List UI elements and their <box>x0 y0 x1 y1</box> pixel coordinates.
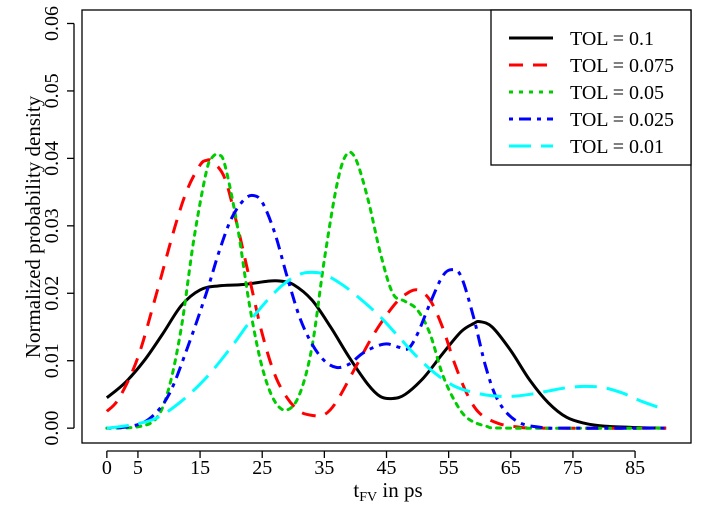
plot-box <box>81 9 692 444</box>
x-axis-label-subscript: FV <box>359 490 377 505</box>
x-axis-label-main: t <box>353 478 359 502</box>
x-tick-label: 75 <box>563 457 583 479</box>
x-tick-label: 45 <box>377 457 397 479</box>
y-tick-label: 0.03 <box>41 208 63 243</box>
x-axis-label: tFV in ps <box>353 478 422 505</box>
legend-label-3: TOL = 0.05 <box>570 82 664 104</box>
x-tick-label: 0 <box>102 457 112 479</box>
x-tick-label: 25 <box>252 457 272 479</box>
legend-label-1: TOL = 0.1 <box>570 28 654 50</box>
y-tick-label: 0.02 <box>41 276 63 311</box>
y-tick-label: 0.04 <box>41 141 63 176</box>
x-tick-label: 5 <box>133 457 143 479</box>
y-tick-label: 0.01 <box>41 343 63 378</box>
y-axis-label: Normalized probability density <box>21 95 45 358</box>
legend-label-2: TOL = 0.075 <box>570 55 674 77</box>
series-line-2 <box>105 158 667 430</box>
x-tick-label: 85 <box>625 457 645 479</box>
y-tick-label: 0.06 <box>41 6 63 41</box>
y-tick-label: 0.05 <box>41 73 63 108</box>
series-line-5 <box>106 270 667 430</box>
legend: TOL = 0.1 TOL = 0.075 TOL = 0.05 TOL = 0.02… <box>490 9 692 166</box>
legend-label-5: TOL = 0.01 <box>570 136 664 158</box>
x-tick-label: 35 <box>314 457 334 479</box>
legend-box <box>490 9 692 166</box>
y-tick-label: 0.00 <box>41 411 63 446</box>
series-line-4 <box>106 193 667 430</box>
series-line-1 <box>105 279 667 430</box>
x-axis-label-rest: in ps <box>377 478 423 502</box>
x-tick-label: 55 <box>439 457 459 479</box>
x-tick-label: 15 <box>190 457 210 479</box>
x-tick-label: 65 <box>501 457 521 479</box>
legend-label-4: TOL = 0.025 <box>570 109 674 131</box>
